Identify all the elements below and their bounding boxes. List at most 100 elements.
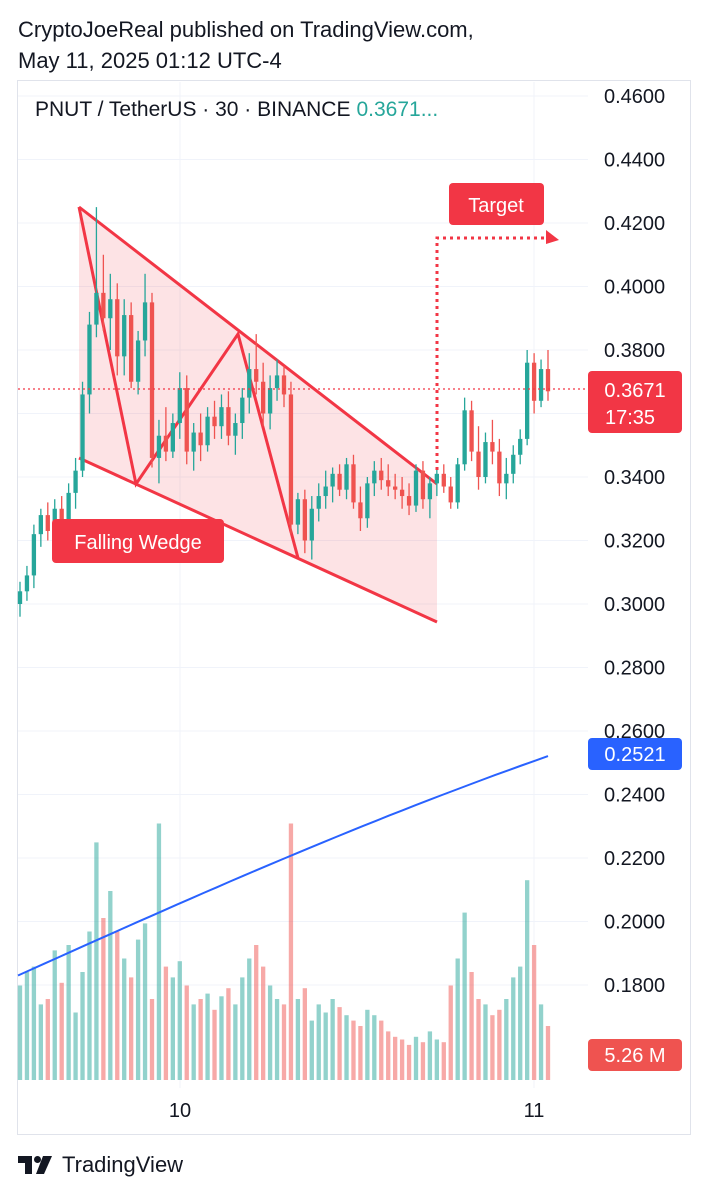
candle	[413, 464, 419, 512]
volume-bar	[337, 1007, 342, 1080]
volume-bar	[448, 985, 453, 1080]
volume-bar	[413, 1036, 419, 1080]
volume-bar	[344, 1015, 349, 1080]
candle-body	[358, 502, 363, 519]
volume-bar	[17, 985, 23, 1080]
candle-body	[115, 299, 120, 357]
symbol-header[interactable]: PNUT / TetherUS · 30 · BINANCE 0.3671...	[35, 98, 438, 122]
tradingview-brand: TradingView	[62, 1152, 184, 1177]
candle-body	[497, 451, 502, 484]
volume-bar	[87, 931, 92, 1080]
volume-bar	[490, 1015, 495, 1080]
candle	[177, 372, 182, 439]
volume-bar	[365, 1009, 370, 1080]
candle	[462, 397, 467, 471]
candle	[226, 391, 231, 446]
candle-body	[504, 473, 509, 484]
candle	[525, 350, 530, 446]
candle	[212, 400, 217, 439]
candle-body	[393, 486, 398, 490]
target-arrow	[546, 230, 559, 244]
candle-body	[525, 362, 530, 439]
ma-value-label: 0.2521	[604, 744, 665, 766]
candle	[191, 423, 196, 471]
candle	[337, 464, 342, 497]
candles	[17, 207, 551, 617]
candle-body	[108, 299, 113, 319]
volume-bar	[538, 1004, 544, 1080]
candle-body	[483, 442, 488, 477]
target-path	[435, 236, 552, 470]
candle-body	[462, 410, 467, 465]
candle-body	[309, 508, 314, 541]
candle	[379, 457, 384, 490]
candle	[267, 375, 273, 430]
candle	[205, 407, 210, 452]
volume-badge	[588, 1039, 682, 1071]
price-axis: 0.46000.44000.42000.40000.38000.36000.34…	[588, 86, 682, 1071]
candle	[420, 461, 426, 509]
volume-bar	[135, 939, 141, 1080]
candle	[73, 457, 78, 509]
volume-bar	[399, 1039, 405, 1080]
volume-bar	[323, 1012, 328, 1080]
candle	[399, 477, 405, 509]
candle	[288, 381, 294, 535]
candle	[156, 419, 162, 484]
volume-label: 5.26 M	[604, 1045, 665, 1067]
candle	[434, 467, 439, 497]
candle-body	[365, 483, 370, 519]
price-tick: 0.3400	[604, 467, 665, 489]
candle-body	[129, 315, 134, 382]
candle-body	[149, 302, 155, 458]
candle-body	[170, 423, 175, 452]
volume-bar	[469, 972, 474, 1080]
price-tick: 0.4200	[604, 213, 665, 235]
candle	[358, 486, 363, 531]
volume-bar	[420, 1042, 426, 1080]
chart-frame	[17, 80, 691, 1135]
candle	[295, 492, 301, 535]
volume-bar	[372, 1015, 377, 1080]
candle	[545, 350, 551, 401]
volume-bar	[247, 958, 252, 1080]
candle	[386, 464, 391, 497]
volume-bar	[198, 999, 203, 1080]
candle-body	[247, 369, 252, 398]
candle-body	[545, 369, 551, 392]
volume-bar	[531, 945, 537, 1080]
volume-bar	[406, 1044, 412, 1080]
price-tick: 0.2200	[604, 848, 665, 870]
volume-bar	[302, 988, 307, 1080]
candle-body	[135, 340, 141, 382]
volume-bar	[309, 1020, 314, 1080]
candle-body	[420, 470, 426, 500]
candle	[427, 477, 433, 519]
candle-body	[142, 302, 148, 341]
volume-bar	[45, 999, 50, 1080]
candle-body	[122, 315, 127, 357]
volume-bar	[233, 1004, 238, 1080]
volume-bar	[427, 1031, 433, 1080]
moving-average	[17, 755, 549, 977]
candle	[254, 334, 259, 395]
volume-bar	[205, 993, 210, 1080]
volume-bar	[226, 988, 231, 1080]
volume-bar	[59, 982, 64, 1080]
candle-body	[386, 480, 391, 487]
candle	[511, 445, 516, 484]
publisher-info: CryptoJoeReal published on TradingView.c…	[18, 14, 474, 76]
target-label: Target	[468, 195, 524, 217]
candle-body	[66, 492, 71, 522]
volume-bar	[177, 961, 182, 1080]
candle-body	[406, 496, 412, 506]
volume-bar	[163, 966, 169, 1080]
candle	[393, 473, 398, 500]
candle-body	[441, 473, 446, 487]
candle-body	[31, 534, 37, 576]
candle-body	[274, 375, 280, 389]
candle	[490, 419, 495, 465]
price-tick: 0.3200	[604, 531, 665, 553]
candle	[101, 254, 106, 331]
